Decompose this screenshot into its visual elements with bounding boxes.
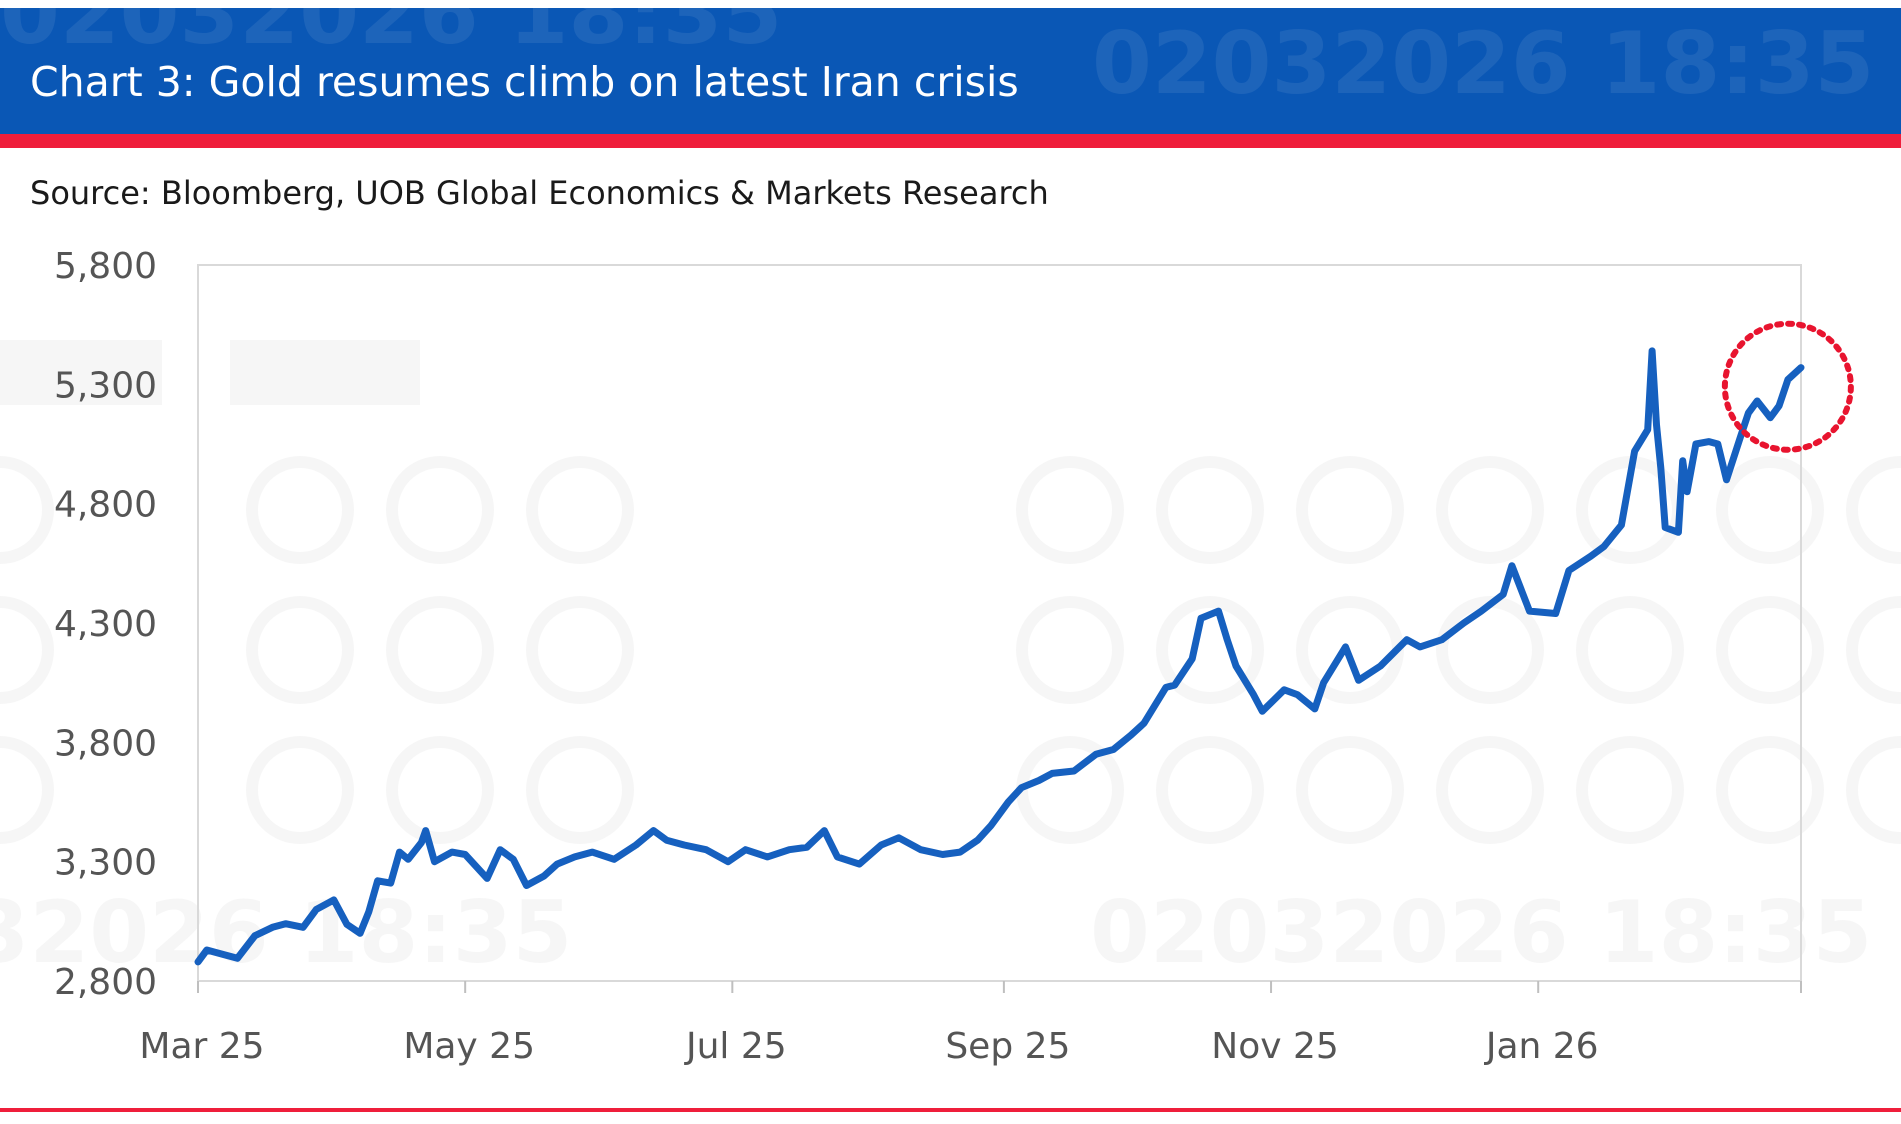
- watermark-circle: [0, 742, 48, 838]
- x-tick-label: Mar 25: [139, 1026, 264, 1067]
- watermark-circle: [1022, 602, 1118, 698]
- watermark-top-left: 02032026 18:35: [0, 8, 783, 64]
- watermark-circle: [1442, 462, 1538, 558]
- watermark-circle: [0, 602, 48, 698]
- watermark-circle: [1852, 602, 1901, 698]
- watermark-circle: [1722, 602, 1818, 698]
- watermark-circle: [532, 602, 628, 698]
- watermark-circle: [252, 742, 348, 838]
- watermark-circle: [252, 462, 348, 558]
- watermark-circle: [1582, 742, 1678, 838]
- watermark-circle: [1852, 742, 1901, 838]
- red-divider-bottom: [0, 1108, 1901, 1112]
- watermark-circle: [392, 462, 488, 558]
- title-banner: 02032026 18:35 02032026 18:35 Chart 3: G…: [0, 8, 1901, 134]
- chart-title: Chart 3: Gold resumes climb on latest Ir…: [30, 58, 1019, 106]
- x-tick-label: Jan 26: [1484, 1026, 1599, 1067]
- plot-area: 5,800 5,300 4,800 4,300 3,800 3,300 2,800 Mar 2…: [54, 246, 1854, 1067]
- y-tick-label: 4,300: [54, 604, 157, 645]
- watermark-circle: [0, 462, 48, 558]
- watermark-circle: [1162, 462, 1258, 558]
- watermark-circle: [1302, 742, 1398, 838]
- plot-frame: [197, 264, 1802, 982]
- y-tick-label: 3,800: [54, 723, 157, 764]
- y-tick-label: 2,800: [54, 962, 157, 1003]
- y-tick-label: 5,800: [54, 246, 157, 287]
- watermark-circle: [1722, 462, 1818, 558]
- watermark-circle: [392, 602, 488, 698]
- gold-price-line: [194, 347, 1805, 966]
- watermark-circle: [1582, 602, 1678, 698]
- watermark-circle: [532, 742, 628, 838]
- red-divider-top: [0, 134, 1901, 148]
- watermark-circle: [1022, 742, 1118, 838]
- watermark-circle: [1442, 602, 1538, 698]
- x-tick-label: Sep 25: [945, 1026, 1070, 1067]
- y-tick-label: 4,800: [54, 485, 157, 526]
- watermark-circle: [1162, 742, 1258, 838]
- watermark-top-right: 02032026 18:35: [1092, 14, 1875, 114]
- watermark-stripe: [230, 340, 420, 405]
- highlight-circle-annotation: [1721, 320, 1854, 453]
- x-tick-label: May 25: [403, 1026, 535, 1067]
- x-tick-label: Nov 25: [1211, 1026, 1339, 1067]
- watermark-circle: [1302, 462, 1398, 558]
- watermark-circle: [1022, 462, 1118, 558]
- y-tick-label: 5,300: [54, 365, 157, 406]
- watermark-circle: [1722, 742, 1818, 838]
- x-tick-label: Jul 25: [684, 1026, 787, 1067]
- source-note: Source: Bloomberg, UOB Global Economics …: [30, 174, 1049, 212]
- watermark-circle: [252, 602, 348, 698]
- watermark-circle: [392, 742, 488, 838]
- y-tick-label: 3,300: [54, 843, 157, 884]
- watermark-circle: [1852, 462, 1901, 558]
- watermark-stamp: 02032026 18:35: [1090, 883, 1872, 983]
- watermark-circle: [532, 462, 628, 558]
- watermark-circle: [1442, 742, 1538, 838]
